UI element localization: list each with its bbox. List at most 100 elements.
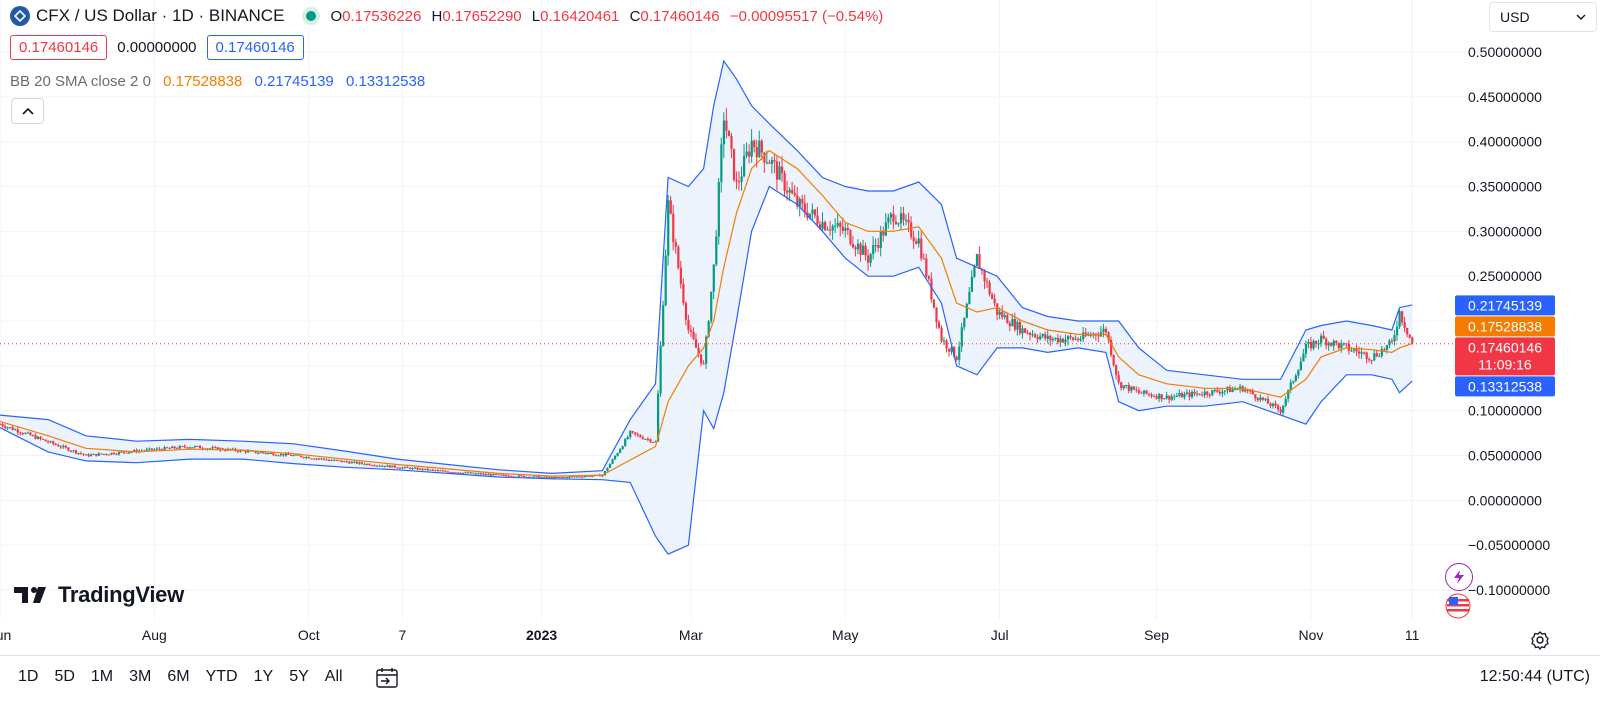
candle-body[interactable] (619, 449, 622, 454)
candle-body[interactable] (748, 151, 751, 157)
candle-body[interactable] (1289, 382, 1292, 391)
candle-body[interactable] (1185, 392, 1189, 394)
candle-body[interactable] (636, 434, 639, 436)
candle-body[interactable] (687, 319, 690, 331)
candle-body[interactable] (1008, 323, 1011, 327)
candle-body[interactable] (856, 243, 860, 250)
candle-body[interactable] (1393, 335, 1396, 342)
candle-body[interactable] (464, 472, 467, 474)
candle-body[interactable] (1039, 336, 1042, 340)
candle-body[interactable] (639, 435, 642, 438)
candle-body[interactable] (505, 474, 508, 476)
candle-body[interactable] (1201, 394, 1204, 396)
candle-body[interactable] (948, 348, 951, 352)
candle-body[interactable] (343, 461, 346, 463)
candle-body[interactable] (1401, 311, 1404, 323)
candle-body[interactable] (105, 453, 108, 455)
candle-body[interactable] (813, 209, 817, 216)
candle-body[interactable] (381, 465, 384, 467)
candle-body[interactable] (457, 472, 460, 474)
candle-body[interactable] (1216, 389, 1219, 392)
range-1d[interactable]: 1D (18, 668, 39, 685)
candle-body[interactable] (1358, 351, 1361, 354)
candle-body[interactable] (1145, 390, 1148, 394)
candle-body[interactable] (287, 453, 290, 455)
candle-body[interactable] (1213, 389, 1216, 391)
candle-body[interactable] (942, 340, 946, 342)
candle-body[interactable] (765, 162, 769, 164)
candle-body[interactable] (710, 291, 713, 322)
candle-body[interactable] (910, 222, 913, 238)
candle-body[interactable] (983, 270, 986, 282)
candle-body[interactable] (507, 475, 510, 477)
candle-body[interactable] (641, 437, 645, 440)
candle-body[interactable] (727, 130, 731, 136)
candle-body[interactable] (264, 452, 267, 454)
candle-body[interactable] (145, 449, 148, 451)
candle-body[interactable] (1398, 311, 1401, 327)
candle-body[interactable] (581, 476, 584, 478)
candle-body[interactable] (421, 468, 424, 470)
candle-body[interactable] (869, 253, 872, 263)
candle-body[interactable] (1390, 340, 1394, 342)
candle-body[interactable] (811, 209, 814, 214)
candle-body[interactable] (1299, 361, 1303, 371)
candle-body[interactable] (697, 347, 700, 355)
candle-body[interactable] (123, 451, 126, 453)
candle-body[interactable] (368, 463, 371, 466)
candle-body[interactable] (95, 453, 98, 456)
candle-body[interactable] (1006, 315, 1009, 324)
candle-body[interactable] (591, 475, 594, 477)
candle-body[interactable] (570, 476, 574, 478)
candle-body[interactable] (717, 182, 720, 237)
candle-body[interactable] (1029, 333, 1032, 335)
candle-body[interactable] (1274, 403, 1277, 406)
candle-body[interactable] (452, 472, 455, 474)
candle-body[interactable] (231, 448, 235, 450)
candle-body[interactable] (474, 473, 477, 475)
candle-body[interactable] (1282, 405, 1285, 413)
candle-body[interactable] (300, 455, 303, 458)
candle-body[interactable] (431, 469, 434, 471)
candle-body[interactable] (978, 254, 981, 269)
candle-body[interactable] (160, 449, 164, 451)
candle-body[interactable] (1122, 385, 1125, 389)
candle-body[interactable] (322, 458, 326, 460)
candle-body[interactable] (87, 454, 90, 457)
candle-body[interactable] (1003, 315, 1006, 318)
candle-body[interactable] (768, 162, 771, 164)
candle-body[interactable] (925, 258, 928, 277)
candle-body[interactable] (1259, 397, 1262, 401)
candle-body[interactable] (198, 445, 202, 449)
candle-body[interactable] (1363, 352, 1366, 354)
candle-body[interactable] (667, 200, 670, 256)
candle-body[interactable] (1064, 339, 1067, 343)
candle-body[interactable] (1279, 409, 1282, 413)
candle-body[interactable] (882, 231, 885, 236)
candle-body[interactable] (1041, 334, 1044, 337)
candle-body[interactable] (1292, 381, 1295, 383)
candle-body[interactable] (553, 477, 556, 479)
candle-body[interactable] (725, 120, 728, 131)
candle-body[interactable] (1244, 389, 1247, 392)
candle-body[interactable] (654, 441, 657, 443)
candle-body[interactable] (401, 467, 404, 469)
candle-body[interactable] (183, 446, 186, 448)
candle-body[interactable] (459, 472, 462, 474)
candle-body[interactable] (284, 453, 288, 456)
candle-body[interactable] (937, 322, 941, 328)
candle-body[interactable] (1059, 338, 1062, 343)
candle-body[interactable] (1342, 343, 1346, 345)
candle-body[interactable] (770, 160, 774, 164)
candle-body[interactable] (1173, 396, 1176, 398)
candle-body[interactable] (424, 468, 427, 470)
candle-body[interactable] (406, 466, 409, 468)
candle-body[interactable] (416, 467, 419, 470)
candle-body[interactable] (350, 462, 353, 464)
candle-body[interactable] (1271, 403, 1275, 406)
candle-body[interactable] (1340, 343, 1343, 349)
candle-body[interactable] (763, 152, 766, 163)
candle-body[interactable] (879, 231, 882, 248)
candle-body[interactable] (325, 459, 328, 461)
candle-body[interactable] (408, 467, 412, 469)
